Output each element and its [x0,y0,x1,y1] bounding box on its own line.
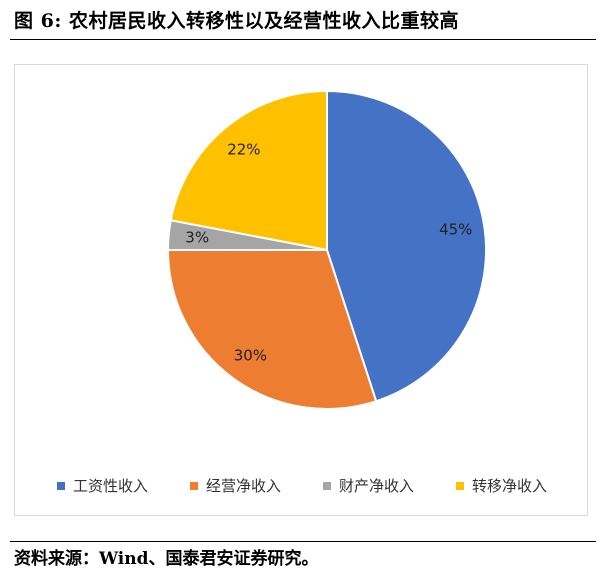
slice-label-1: 45% [439,221,472,239]
slice-label-2: 30% [234,346,267,364]
legend-label: 工资性收入 [72,477,148,495]
pie-slice-1 [326,89,487,403]
legend-item-2: 经营净收入 [189,475,281,496]
title-divider [10,39,596,40]
legend-item-4: 转移净收入 [456,475,547,496]
legend-swatch [189,481,198,490]
legend-item-3: 财产净收入 [323,475,414,496]
pie-slice-4 [169,89,328,252]
slice-label-4: 22% [227,141,260,159]
legend-item-1: 工资性收入 [56,475,148,496]
figure-title: 图 6: 农村居民收入转移性以及经营性收入比重较高 [14,10,459,32]
slice-label-3: 3% [185,229,209,247]
source-note: 资料来源：Wind、国泰君安证券研究。 [14,549,319,569]
legend-label: 转移净收入 [472,477,548,495]
legend-swatch [456,481,465,490]
source-divider [10,541,596,542]
chart-legend: 工资性收入 经营净收入 财产净收入 转移净收入 [15,475,589,496]
legend-swatch [56,481,65,490]
pie-chart: 45% 30% 3% 22% [166,89,487,410]
legend-swatch [323,481,331,490]
pie-slice-2 [166,249,378,410]
legend-label: 经营净收入 [205,477,281,495]
legend-label: 财产净收入 [339,477,415,495]
chart-area: 45% 30% 3% 22% 工资性收入 经营净收入 财产净收入 转移净收入 [14,64,588,516]
